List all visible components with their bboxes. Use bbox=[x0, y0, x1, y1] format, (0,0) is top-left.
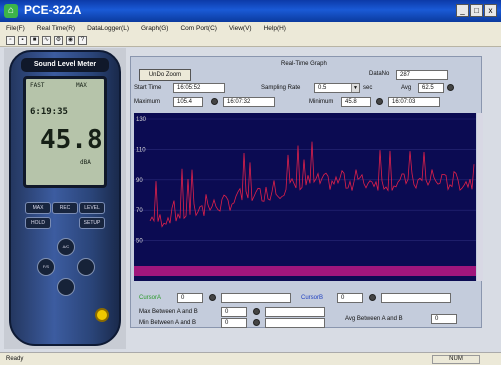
start-time-field[interactable]: 16:05:52 bbox=[173, 83, 225, 93]
meter-setup-button: SETUP bbox=[79, 217, 105, 229]
avg-between-label: Avg Between A and B bbox=[345, 316, 403, 322]
menu-help[interactable]: Help(H) bbox=[263, 24, 286, 32]
meter-pane: Sound Level Meter FAST MAX 6:19:35 45.8 … bbox=[4, 48, 126, 349]
lcd-top: FAST bbox=[30, 82, 45, 89]
undo-zoom-button[interactable]: UnDo Zoom bbox=[139, 69, 191, 81]
gear-icon[interactable]: ⚙ bbox=[54, 35, 63, 45]
maximum-label: Maximum bbox=[134, 99, 161, 105]
help-icon[interactable]: ? bbox=[78, 35, 87, 45]
graph-svg: 13011090705030 bbox=[134, 117, 476, 275]
meter-round-button bbox=[77, 258, 95, 276]
min-indicator-icon bbox=[376, 98, 383, 105]
meter-round-button bbox=[57, 278, 75, 296]
max-indicator-icon bbox=[211, 98, 218, 105]
window-title: PCE-322A bbox=[24, 3, 82, 17]
sound-level-trace bbox=[149, 141, 475, 228]
settings-icon[interactable]: ◉ bbox=[66, 35, 75, 45]
chart-icon[interactable]: ∿ bbox=[42, 35, 51, 45]
open-icon[interactable]: ▪ bbox=[18, 35, 27, 45]
min-between-field[interactable]: 0 bbox=[221, 318, 247, 328]
y-tick-label: 110 bbox=[136, 147, 146, 153]
status-bar: Ready NUM bbox=[0, 352, 501, 365]
maximum-field[interactable]: 105.4 bbox=[173, 97, 203, 107]
y-tick-label: 90 bbox=[136, 178, 143, 184]
menu-com-port[interactable]: Com Port(C) bbox=[180, 24, 217, 32]
menu-datalogger[interactable]: DataLogger(L) bbox=[87, 24, 129, 32]
lcd-value: 45.8 bbox=[40, 125, 103, 155]
y-tick-label: 70 bbox=[136, 208, 143, 214]
real-time-graph[interactable]: 13011090705030 bbox=[134, 113, 476, 281]
cursor-b-field[interactable]: 0 bbox=[337, 293, 363, 303]
title-bar: ⌂ PCE-322A _ □ x bbox=[0, 0, 501, 22]
max-between-field[interactable]: 0 bbox=[221, 307, 247, 317]
minimum-field[interactable]: 45.8 bbox=[341, 97, 371, 107]
cursor-a-field[interactable]: 0 bbox=[177, 293, 203, 303]
max-between-icon bbox=[253, 308, 260, 315]
maximum-time-field[interactable]: 16:07:32 bbox=[223, 97, 275, 107]
sampling-rate-label: Sampling Rate bbox=[261, 85, 301, 91]
num-lock-indicator: NUM bbox=[432, 355, 480, 364]
menu-graph[interactable]: Graph(G) bbox=[141, 24, 169, 32]
cursor-a-icon bbox=[209, 294, 216, 301]
lcd-small: MAX bbox=[76, 82, 87, 89]
meter-hold-button: HOLD bbox=[25, 217, 51, 229]
minimize-button[interactable]: _ bbox=[456, 4, 469, 17]
vertical-scrollbar[interactable] bbox=[477, 113, 483, 281]
menu-view[interactable]: View(V) bbox=[228, 24, 252, 32]
meter-level-button: LEVEL bbox=[79, 202, 105, 214]
real-time-graph-panel: Real-Time Graph UnDo Zoom DataNo 287 Sta… bbox=[130, 56, 483, 328]
save-icon[interactable]: ■ bbox=[30, 35, 39, 45]
maximize-button[interactable]: □ bbox=[470, 4, 483, 17]
menu-real-time[interactable]: Real Time(R) bbox=[36, 24, 76, 32]
chevron-down-icon[interactable]: ▼ bbox=[351, 84, 359, 92]
cursor-b-time-field[interactable] bbox=[381, 293, 451, 303]
meter-rec-button: REC bbox=[52, 202, 78, 214]
minimum-time-field[interactable]: 16:07:03 bbox=[388, 97, 440, 107]
graph-scroll-strip[interactable] bbox=[134, 266, 476, 276]
toolbar: ▫ ▪ ■ ∿ ⚙ ◉ ? bbox=[0, 34, 501, 47]
avg-field[interactable]: 62.5 bbox=[418, 83, 444, 93]
datano-label: DataNo bbox=[369, 71, 390, 77]
minimum-label: Minimum bbox=[309, 99, 334, 105]
menu-bar: File(F) Real Time(R) DataLogger(L) Graph… bbox=[0, 22, 501, 34]
lcd-unit: dBA bbox=[80, 159, 91, 166]
sampling-rate-unit: sec bbox=[363, 85, 373, 91]
y-tick-label: 130 bbox=[136, 117, 147, 123]
status-text: Ready bbox=[6, 356, 24, 362]
lcd-time: 6:19:35 bbox=[30, 107, 68, 117]
close-button[interactable]: x bbox=[484, 4, 497, 17]
sound-level-meter-image: Sound Level Meter FAST MAX 6:19:35 45.8 … bbox=[9, 50, 121, 346]
max-between-label: Max Between A and B bbox=[139, 309, 198, 315]
min-between-icon bbox=[253, 319, 260, 326]
min-between-label: Min Between A and B bbox=[139, 320, 197, 326]
avg-between-field[interactable]: 0 bbox=[431, 314, 457, 324]
meter-button-grid: MAX REC LEVEL HOLD SETUP bbox=[25, 202, 105, 230]
menu-file[interactable]: File(F) bbox=[6, 24, 25, 32]
y-tick-label: 50 bbox=[136, 239, 143, 245]
avg-indicator-icon bbox=[447, 84, 454, 91]
app-icon: ⌂ bbox=[4, 4, 18, 18]
start-time-label: Start Time bbox=[134, 85, 162, 91]
max-between-time-field[interactable] bbox=[265, 307, 325, 317]
power-icon bbox=[95, 308, 109, 322]
meter-max-button: MAX bbox=[25, 202, 51, 214]
datano-field[interactable]: 287 bbox=[396, 70, 448, 80]
meter-lcd: FAST MAX 6:19:35 45.8 dBA bbox=[23, 76, 107, 188]
cursor-b-icon bbox=[369, 294, 376, 301]
panel-title: Real-Time Graph bbox=[281, 61, 327, 67]
meter-fs-button: F/S bbox=[37, 258, 55, 276]
avg-label: Avg bbox=[401, 85, 412, 91]
cursor-b-label: CursorB bbox=[301, 295, 324, 301]
meter-ac-button: A/C bbox=[57, 238, 75, 256]
cursor-a-label: CursorA bbox=[139, 295, 162, 301]
sampling-rate-select[interactable]: 0.5 bbox=[314, 83, 360, 93]
cursor-a-time-field[interactable] bbox=[221, 293, 291, 303]
new-icon[interactable]: ▫ bbox=[6, 35, 15, 45]
meter-brand: Sound Level Meter bbox=[21, 58, 109, 72]
min-between-time-field[interactable] bbox=[265, 318, 325, 328]
